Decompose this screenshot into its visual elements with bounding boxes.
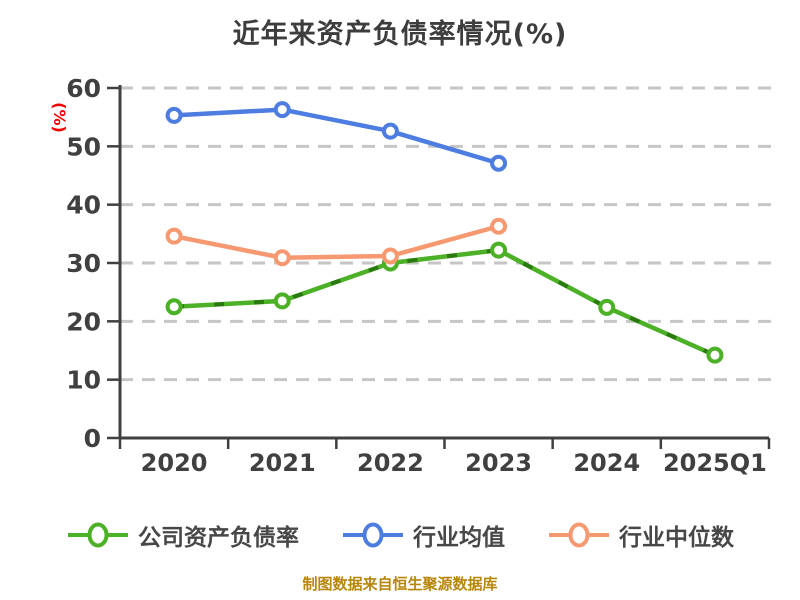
data-point-marker: [165, 227, 183, 245]
y-tick-label: 10: [66, 366, 101, 395]
y-tick-label: 0: [84, 424, 101, 453]
y-tick-label: 60: [66, 74, 101, 103]
data-point-marker: [381, 122, 399, 140]
y-axis-unit-label: (%): [49, 102, 69, 133]
series-行业中位数: [165, 217, 508, 267]
y-tick-label: 20: [66, 307, 101, 336]
data-point-marker: [706, 346, 724, 364]
data-point-marker: [490, 154, 508, 172]
legend-label-industry-median: 行业中位数: [619, 525, 734, 551]
line-marker-icon: [343, 522, 403, 548]
data-point-marker: [273, 249, 291, 267]
legend-entry-industry-median: 行业中位数: [547, 518, 734, 552]
x-tick-label: 2025Q1: [663, 449, 767, 477]
data-point-marker: [165, 106, 183, 124]
axes: 0 10 20 30 40 50 60 2020 2021 2022 2023 2024 2025Q1: [66, 74, 771, 477]
series-行业均值: [165, 101, 508, 172]
line-marker-icon: [549, 522, 609, 548]
series-公司资产负债率: [165, 241, 724, 364]
data-point-marker: [490, 241, 508, 259]
legend-label-industry-mean: 行业均值: [413, 525, 505, 551]
data-source-credit: 制图数据来自恒生聚源数据库: [302, 575, 498, 593]
x-tick-label: 2023: [465, 449, 532, 477]
data-point-marker: [165, 298, 183, 316]
line-marker-icon: [68, 522, 128, 548]
legend-entry-company: 公司资产负债率: [66, 518, 299, 552]
x-tick-label: 2020: [141, 449, 208, 477]
y-tick-label: 40: [66, 191, 101, 220]
data-point-marker: [490, 217, 508, 235]
legend-entry-industry-mean: 行业均值: [341, 518, 505, 552]
y-tick-label: 50: [66, 132, 101, 161]
chart-legend: 公司资产负债率 行业均值 行业中位数: [0, 518, 800, 552]
x-tick-label: 2022: [357, 449, 424, 477]
y-tick-label: 30: [66, 249, 101, 278]
data-point-marker: [273, 292, 291, 310]
x-tick-label: 2021: [249, 449, 316, 477]
legend-label-company: 公司资产负债率: [138, 525, 299, 551]
data-point-marker: [273, 101, 291, 119]
data-point-marker: [381, 247, 399, 265]
data-point-marker: [598, 298, 616, 316]
chart-title: 近年来资产负债率情况(%): [232, 19, 568, 50]
x-tick-label: 2024: [573, 449, 640, 477]
